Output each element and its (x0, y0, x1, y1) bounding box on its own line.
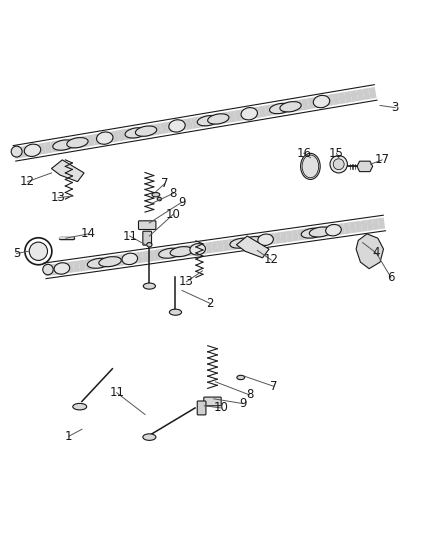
Polygon shape (237, 236, 269, 258)
Ellipse shape (122, 253, 138, 264)
Ellipse shape (159, 248, 181, 258)
Ellipse shape (326, 224, 341, 236)
Text: 15: 15 (329, 147, 344, 160)
Text: 11: 11 (122, 230, 137, 243)
Ellipse shape (54, 263, 70, 274)
Ellipse shape (258, 234, 273, 245)
Ellipse shape (11, 146, 22, 157)
Ellipse shape (241, 237, 264, 247)
Ellipse shape (170, 247, 193, 256)
Ellipse shape (230, 238, 252, 248)
Ellipse shape (241, 108, 258, 120)
FancyBboxPatch shape (197, 401, 206, 415)
Text: 2: 2 (207, 297, 214, 310)
Text: 1: 1 (65, 430, 73, 443)
Polygon shape (51, 160, 84, 182)
Ellipse shape (87, 259, 110, 268)
Text: 13: 13 (179, 275, 194, 288)
Ellipse shape (135, 126, 157, 136)
Ellipse shape (43, 264, 53, 275)
Ellipse shape (170, 309, 182, 315)
Text: 11: 11 (109, 386, 124, 399)
Text: 8: 8 (246, 389, 253, 401)
FancyBboxPatch shape (143, 231, 152, 245)
FancyBboxPatch shape (138, 221, 156, 230)
Ellipse shape (24, 144, 41, 157)
Text: 9: 9 (239, 397, 247, 410)
Ellipse shape (313, 95, 330, 108)
Ellipse shape (96, 132, 113, 144)
Ellipse shape (99, 257, 121, 266)
Text: 17: 17 (374, 154, 390, 166)
Ellipse shape (208, 114, 229, 124)
Ellipse shape (309, 227, 332, 237)
Text: 9: 9 (178, 196, 186, 208)
Text: 12: 12 (20, 175, 35, 188)
Text: 10: 10 (166, 208, 181, 221)
Ellipse shape (190, 244, 205, 255)
Polygon shape (356, 234, 384, 269)
Ellipse shape (157, 197, 162, 201)
Text: 3: 3 (392, 101, 399, 114)
Text: 13: 13 (50, 191, 65, 204)
Text: 7: 7 (270, 379, 277, 393)
Ellipse shape (169, 120, 185, 132)
Text: 5: 5 (13, 247, 20, 260)
Ellipse shape (269, 103, 291, 114)
Ellipse shape (330, 156, 347, 173)
Ellipse shape (300, 154, 320, 180)
Text: 16: 16 (297, 147, 311, 160)
Ellipse shape (197, 116, 219, 126)
Polygon shape (357, 161, 373, 172)
Ellipse shape (152, 192, 160, 197)
Ellipse shape (333, 159, 344, 169)
Text: 7: 7 (161, 177, 168, 190)
Ellipse shape (29, 242, 47, 261)
Text: 14: 14 (81, 228, 96, 240)
Text: 6: 6 (387, 271, 395, 284)
Ellipse shape (125, 128, 146, 138)
Ellipse shape (280, 102, 301, 112)
Ellipse shape (53, 140, 74, 150)
Ellipse shape (143, 434, 156, 440)
Text: 12: 12 (264, 254, 279, 266)
Text: 8: 8 (170, 187, 177, 200)
Ellipse shape (147, 243, 152, 247)
Ellipse shape (143, 283, 155, 289)
FancyBboxPatch shape (204, 397, 221, 406)
Ellipse shape (237, 375, 245, 379)
Ellipse shape (301, 228, 324, 238)
Ellipse shape (73, 403, 87, 410)
Ellipse shape (67, 138, 88, 148)
Text: 4: 4 (372, 246, 379, 259)
Text: 10: 10 (214, 401, 229, 415)
